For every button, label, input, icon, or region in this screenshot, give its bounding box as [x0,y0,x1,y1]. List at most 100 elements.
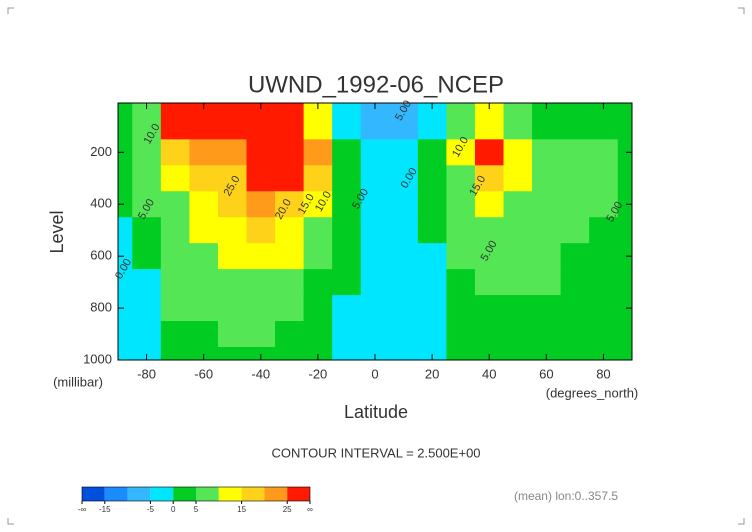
contour-cell [217,243,247,270]
contour-cell [217,269,247,296]
contour-cell [217,321,247,348]
contour-cell [189,269,219,296]
contour-cell [617,347,633,361]
contour-cell [275,103,305,140]
contour-cell [446,321,476,348]
y-tick-label: 1000 [83,351,112,366]
contour-cell [617,217,633,244]
contour-cell [474,321,504,348]
contour-cell [303,103,333,140]
contour-cell [118,347,133,361]
contour-cell [118,139,133,166]
contour-cell [132,139,162,166]
contour-cell [132,217,162,244]
contour-cell [617,139,633,166]
colorbar-box [287,487,310,501]
contour-cell [503,269,533,296]
contour-cell [474,347,504,361]
contour-cell [118,243,133,270]
contour-cell [617,321,633,348]
contour-cell [332,217,362,244]
contour-cell [360,217,390,244]
colorbar-tick-label: -15 [99,505,111,514]
x-tick-label: 40 [482,366,496,381]
contour-cell [589,103,619,140]
chart-title: UWND_1992-06_NCEP [248,71,504,98]
colorbar-box [173,487,196,501]
contour-cell [474,217,504,244]
contour-cell [132,347,162,361]
y-tick-label: 800 [90,300,112,315]
contour-cell [474,103,504,140]
contour-cell [560,321,590,348]
contour-cell [532,321,562,348]
contour-cell [389,139,419,166]
contour-cell [118,269,133,296]
contour-cell [332,243,362,270]
y-axis-label: Level [47,210,67,253]
contour-cell [503,243,533,270]
contour-cell [332,103,362,140]
contour-cell [217,347,247,361]
contour-cell [160,217,190,244]
contour-cell [246,217,276,244]
y-tick-label: 400 [90,196,112,211]
contour-cell [246,191,276,218]
contour-cell [118,191,133,218]
contour-cell [503,103,533,140]
y-axis-units: (millibar) [53,374,103,389]
contour-cell [160,347,190,361]
contour-cell [303,321,333,348]
contour-cell [417,243,447,270]
contour-cell [560,269,590,296]
x-tick-label: 0 [371,366,378,381]
contour-cell [446,139,476,166]
contour-cell [532,217,562,244]
contour-cell [474,191,504,218]
contour-cell [246,347,276,361]
contour-cell [503,347,533,361]
x-tick-label: 60 [539,366,553,381]
contour-cell [389,347,419,361]
contour-cell [446,165,476,192]
contour-cell [532,269,562,296]
contour-cell [132,295,162,322]
contour-cell [360,269,390,296]
contour-cell [617,103,633,140]
contour-cell [303,165,333,192]
contour-cell [160,269,190,296]
colorbar-box [127,487,151,501]
contour-cell [246,321,276,348]
contour-cell [446,217,476,244]
contour-cell [275,165,305,192]
contour-cell [417,269,447,296]
contour-cell [503,321,533,348]
contour-cell [532,347,562,361]
contour-cell [160,243,190,270]
contour-cell [246,243,276,270]
contour-cell [160,191,190,218]
contour-cell [389,295,419,322]
contour-cell [474,269,504,296]
contour-cell [474,165,504,192]
x-tick-label: -40 [251,366,270,381]
contour-cell [360,295,390,322]
contour-cell [617,269,633,296]
contour-cell [560,103,590,140]
contour-cell [303,217,333,244]
contour-cell [132,269,162,296]
colorbar-box [104,487,128,501]
contour-cell [160,103,190,140]
contour-cell [417,295,447,322]
corner-marks [7,7,745,525]
contour-cell [275,321,305,348]
contour-cell [189,103,219,140]
contour-cell [560,191,590,218]
contour-cell [217,103,247,140]
contour-cell [503,139,533,166]
contour-cell [560,165,590,192]
contour-cell [360,191,390,218]
contour-cell [532,295,562,322]
contour-cell [332,165,362,192]
contour-cell [160,165,190,192]
